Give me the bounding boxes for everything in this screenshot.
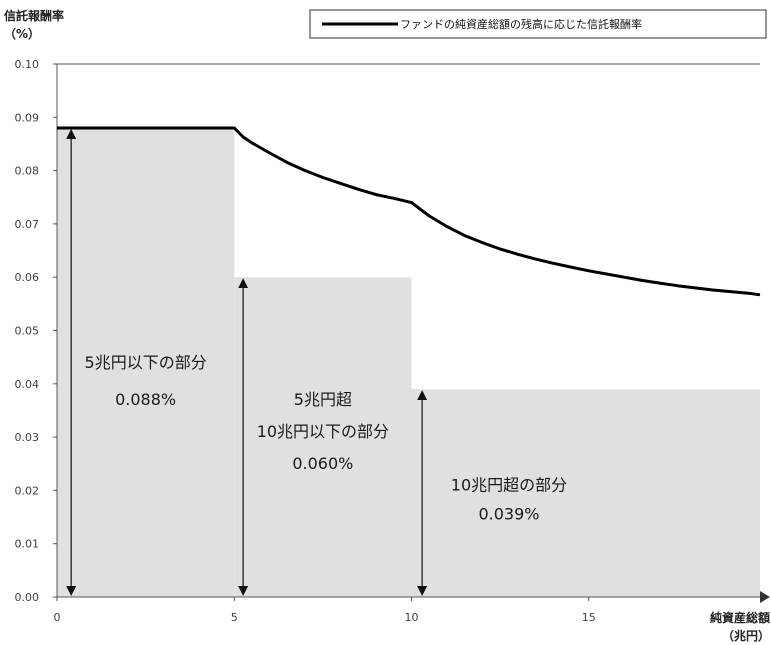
x-axis-arrow-icon: [760, 591, 770, 603]
tier-area-1: [57, 127, 235, 598]
y-tick-label: 0.06: [15, 271, 40, 284]
y-axis-label-line2: （%）: [4, 26, 40, 41]
x-axis-label-line1: 純資産総額: [710, 610, 770, 625]
tier-area-2: [234, 277, 412, 597]
y-tick-label: 0.07: [15, 218, 40, 231]
legend: ファンドの純資産総額の残高に応じた信託報酬率: [309, 9, 767, 39]
y-tick-label: 0.03: [15, 431, 40, 444]
legend-label: ファンドの純資産総額の残高に応じた信託報酬率: [400, 17, 642, 31]
y-axis-label-line1: 信託報酬率: [4, 8, 64, 23]
series-line-rate: [57, 126, 761, 297]
tier-annotation-2-line1: 5兆円超: [294, 390, 352, 409]
y-tick-label: 0.00: [15, 591, 40, 604]
tier-annotation-2-line3: 0.060%: [292, 454, 353, 473]
y-tick-label: 0.04: [15, 378, 40, 391]
y-tick-label: 0.05: [15, 325, 40, 338]
x-tick-label: 5: [231, 611, 238, 624]
y-tick-label: 0.10: [15, 58, 40, 71]
x-axis-label-line2: （兆円）: [722, 628, 770, 643]
x-tick-label: 0: [54, 611, 61, 624]
tier-area-3: [411, 389, 760, 597]
tier-areas: [57, 127, 760, 598]
tier-annotation-3-line2: 0.039%: [478, 505, 539, 524]
y-axis-ticks: 0.00 0.01 0.02 0.03 0.04 0.05 0.06 0.07 0.08 0.09…: [15, 58, 57, 604]
tier-annotations: 5兆円以下の部分 0.088% 5兆円超 10兆円以下の部分 0.060% 10兆円超の部…: [85, 353, 568, 524]
tier-annotation-2-line2: 10兆円以下の部分: [257, 422, 389, 441]
tier-annotation-1-line2: 0.088%: [115, 390, 176, 409]
x-tick-label: 15: [582, 611, 596, 624]
y-tick-label: 0.08: [15, 165, 40, 178]
y-tick-label: 0.02: [15, 484, 40, 497]
tier-arrows: [66, 128, 428, 596]
y-tick-label: 0.01: [15, 538, 40, 551]
x-tick-label: 10: [405, 611, 419, 624]
x-axis-ticks: 0 5 10 15: [54, 597, 596, 624]
y-tick-label: 0.09: [15, 111, 40, 124]
tier-annotation-1-line1: 5兆円以下の部分: [85, 353, 207, 372]
tier-annotation-3-line1: 10兆円超の部分: [451, 475, 567, 494]
